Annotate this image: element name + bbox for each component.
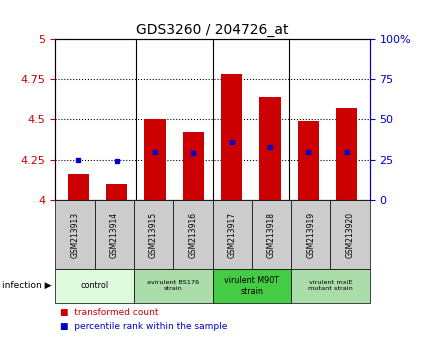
Text: virulent M90T
strain: virulent M90T strain (224, 276, 279, 296)
Text: GSM213913: GSM213913 (71, 211, 79, 258)
Text: virulent mxiE
mutant strain: virulent mxiE mutant strain (308, 280, 353, 291)
Bar (221, 74, 242, 200)
Text: ■  percentile rank within the sample: ■ percentile rank within the sample (60, 321, 227, 331)
Text: GSM213915: GSM213915 (149, 211, 158, 258)
Text: infection ▶: infection ▶ (2, 281, 51, 290)
Bar (260, 97, 280, 200)
Text: control: control (80, 281, 109, 290)
Text: GSM213914: GSM213914 (110, 211, 119, 258)
Bar (144, 120, 165, 200)
Bar (68, 174, 89, 200)
Text: GSM213916: GSM213916 (188, 211, 197, 258)
Text: avirulent BS176
strain: avirulent BS176 strain (147, 280, 199, 291)
Text: GSM213917: GSM213917 (228, 211, 237, 258)
Title: GDS3260 / 204726_at: GDS3260 / 204726_at (136, 23, 289, 36)
Text: GSM213920: GSM213920 (346, 211, 354, 258)
Text: GSM213918: GSM213918 (267, 212, 276, 257)
Bar (106, 184, 127, 200)
Text: GSM213919: GSM213919 (306, 211, 315, 258)
Bar (298, 121, 319, 200)
Text: ■  transformed count: ■ transformed count (60, 308, 158, 317)
Bar (336, 108, 357, 200)
Bar (183, 132, 204, 200)
